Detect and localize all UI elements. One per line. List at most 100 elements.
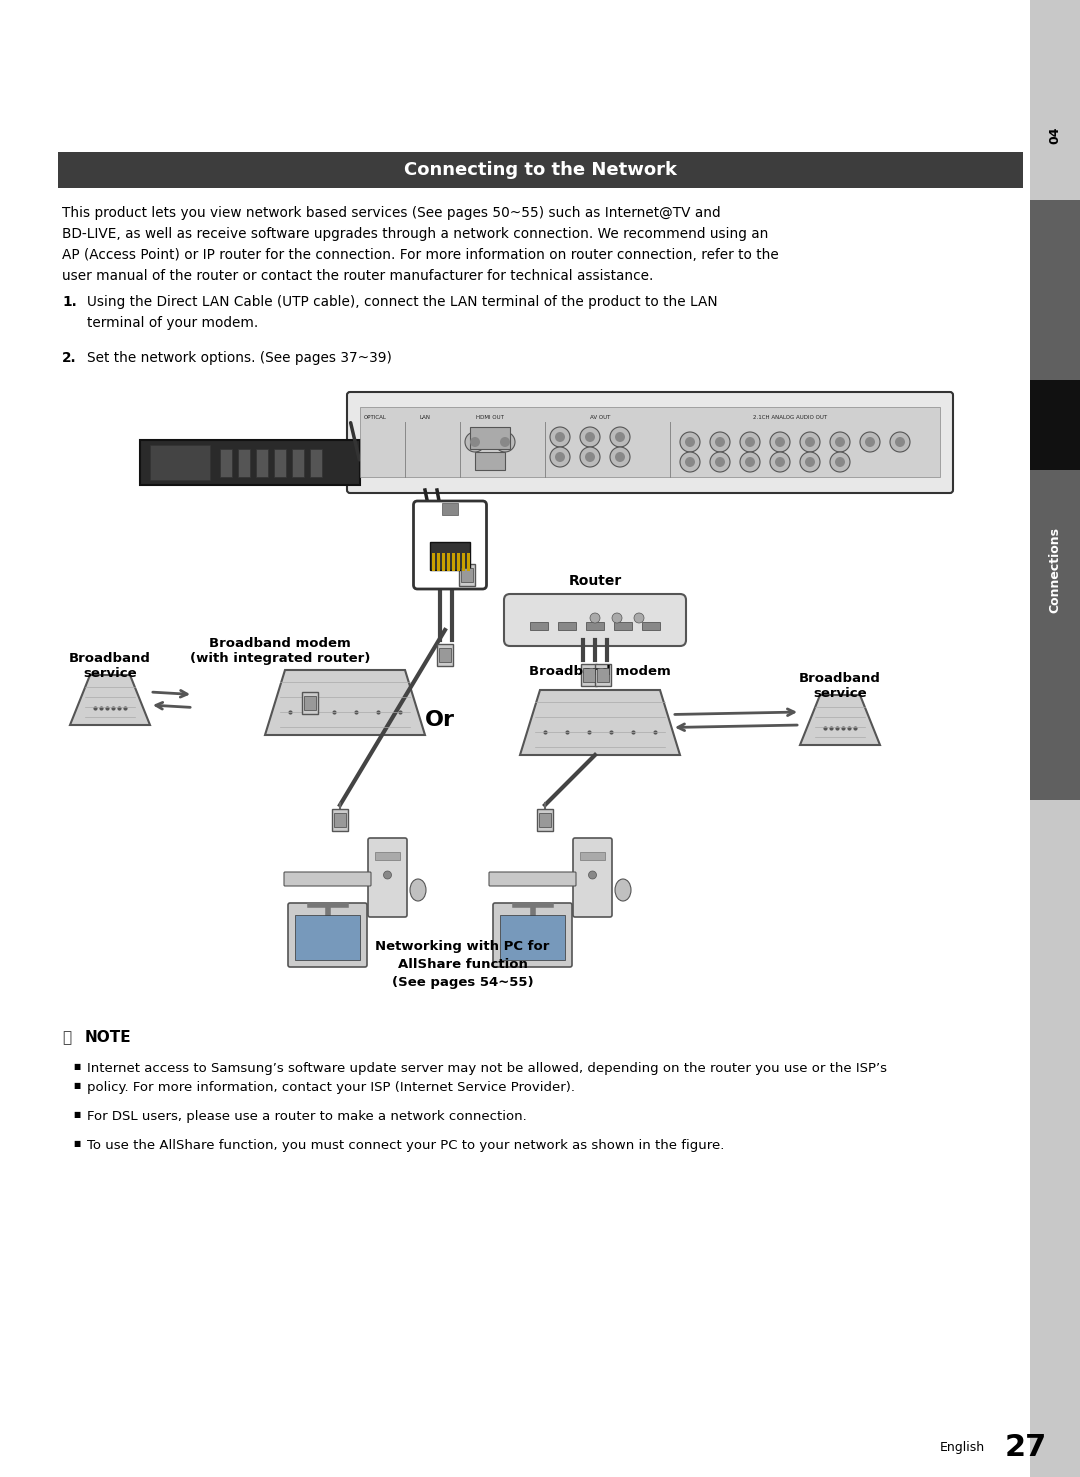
Bar (642, 622, 660, 631)
Bar (310, 449, 322, 477)
Text: AllShare function: AllShare function (397, 959, 527, 970)
Text: policy. For more information, contact your ISP (Internet Service Provider).: policy. For more information, contact yo… (87, 1081, 575, 1094)
Circle shape (585, 431, 595, 442)
Circle shape (580, 448, 600, 467)
Text: Broadband modem: Broadband modem (210, 637, 351, 650)
Circle shape (740, 452, 760, 473)
Bar (1030, 199, 1080, 801)
Bar (459, 564, 475, 586)
Text: AP (Access Point) or IP router for the connection. For more information on route: AP (Access Point) or IP router for the c… (62, 248, 779, 261)
Circle shape (555, 452, 565, 462)
Circle shape (685, 456, 696, 467)
Text: Broadband: Broadband (799, 672, 881, 685)
Circle shape (589, 871, 596, 879)
Circle shape (860, 431, 880, 452)
Text: This product lets you view network based services (See pages 50~55) such as Inte: This product lets you view network based… (62, 205, 720, 220)
Circle shape (775, 456, 785, 467)
Circle shape (465, 431, 485, 452)
Text: Broadband modem: Broadband modem (529, 665, 671, 678)
Circle shape (680, 431, 700, 452)
Circle shape (550, 448, 570, 467)
FancyBboxPatch shape (504, 594, 686, 645)
Circle shape (610, 427, 630, 448)
Bar (1030, 801, 1080, 1477)
Circle shape (634, 613, 644, 623)
Bar (583, 668, 595, 682)
Bar (140, 440, 360, 484)
Bar (292, 449, 303, 477)
Circle shape (680, 452, 700, 473)
Bar (537, 809, 553, 832)
Bar (438, 648, 451, 662)
Text: NOTE: NOTE (85, 1029, 132, 1046)
Circle shape (745, 437, 755, 448)
Circle shape (610, 448, 630, 467)
Circle shape (745, 456, 755, 467)
Bar (274, 449, 286, 477)
Bar (360, 408, 940, 477)
Circle shape (770, 452, 789, 473)
Text: ■: ■ (73, 1139, 80, 1148)
Circle shape (775, 437, 785, 448)
Bar (530, 622, 548, 631)
Text: Internet access to Samsung’s software update server may not be allowed, dependin: Internet access to Samsung’s software up… (87, 1062, 887, 1075)
Bar (615, 622, 632, 631)
Circle shape (805, 456, 815, 467)
Circle shape (710, 452, 730, 473)
Polygon shape (70, 675, 150, 725)
Circle shape (550, 427, 570, 448)
Circle shape (383, 871, 391, 879)
Circle shape (890, 431, 910, 452)
Circle shape (831, 431, 850, 452)
Circle shape (685, 437, 696, 448)
Bar (580, 852, 605, 860)
Ellipse shape (410, 879, 426, 901)
Bar (302, 691, 318, 713)
Text: 2.: 2. (62, 352, 77, 365)
Text: Networking with PC for: Networking with PC for (376, 939, 550, 953)
Bar (453, 552, 455, 572)
Bar (303, 696, 316, 709)
Circle shape (615, 452, 625, 462)
Text: AV OUT: AV OUT (590, 415, 610, 419)
Circle shape (555, 431, 565, 442)
FancyBboxPatch shape (347, 391, 953, 493)
Circle shape (585, 452, 595, 462)
Circle shape (835, 437, 845, 448)
Text: Connections: Connections (1049, 527, 1062, 613)
Circle shape (770, 431, 789, 452)
Bar (375, 852, 400, 860)
Bar (475, 452, 505, 470)
Bar (432, 552, 435, 572)
Text: user manual of the router or contact the router manufacturer for technical assis: user manual of the router or contact the… (62, 269, 653, 284)
FancyBboxPatch shape (288, 902, 367, 967)
Text: Using the Direct LAN Cable (UTP cable), connect the LAN terminal of the product : Using the Direct LAN Cable (UTP cable), … (87, 295, 717, 309)
Circle shape (805, 437, 815, 448)
Bar (1030, 0, 1080, 199)
Bar (437, 644, 453, 666)
Bar (462, 552, 465, 572)
Bar (150, 445, 210, 480)
Text: 27: 27 (1005, 1434, 1048, 1462)
Bar (442, 504, 458, 515)
Bar (238, 449, 249, 477)
Bar (595, 665, 611, 685)
Circle shape (495, 431, 515, 452)
Text: Set the network options. (See pages 37~39): Set the network options. (See pages 37~3… (87, 352, 392, 365)
Text: 04: 04 (1049, 126, 1062, 143)
Text: Connecting to the Network: Connecting to the Network (404, 161, 676, 179)
FancyBboxPatch shape (414, 501, 486, 589)
Bar (558, 622, 576, 631)
Circle shape (865, 437, 875, 448)
Circle shape (612, 613, 622, 623)
Text: Broadband: Broadband (69, 651, 151, 665)
Bar (470, 427, 510, 449)
Text: terminal of your modem.: terminal of your modem. (87, 316, 258, 329)
Circle shape (895, 437, 905, 448)
Bar (500, 914, 565, 960)
Text: 📝: 📝 (62, 1029, 71, 1046)
Bar (295, 914, 360, 960)
FancyBboxPatch shape (489, 871, 576, 886)
Circle shape (715, 456, 725, 467)
Bar (437, 552, 440, 572)
